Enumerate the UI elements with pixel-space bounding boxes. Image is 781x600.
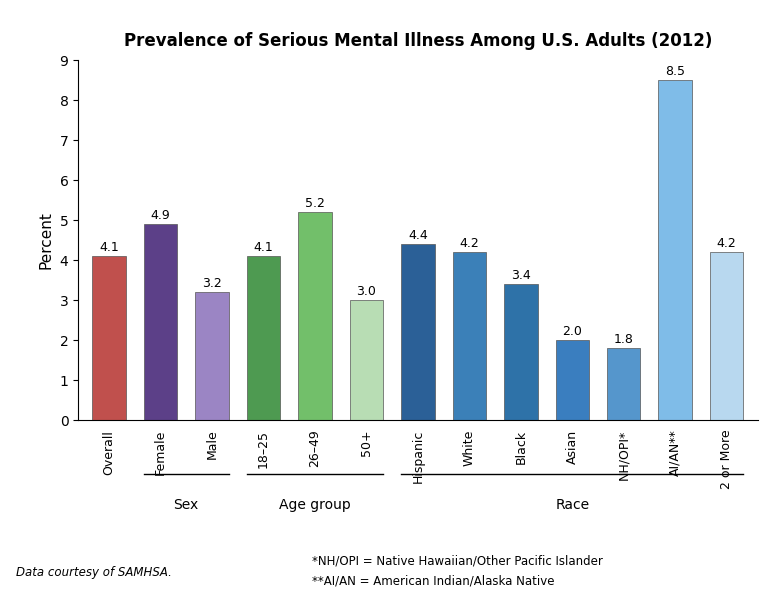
Text: Sex: Sex [173, 498, 199, 512]
Text: 4.1: 4.1 [99, 241, 119, 254]
Text: Age group: Age group [279, 498, 351, 512]
Text: 2.0: 2.0 [562, 325, 582, 338]
Bar [555, 340, 589, 420]
Text: 4.1: 4.1 [254, 241, 273, 254]
Bar [92, 256, 126, 420]
Text: 4.9: 4.9 [151, 209, 170, 221]
Bar [350, 300, 383, 420]
Bar [195, 292, 229, 420]
Text: 4.2: 4.2 [717, 236, 736, 250]
Bar [401, 244, 434, 420]
Bar [658, 80, 692, 420]
Bar [247, 256, 280, 420]
Text: 3.0: 3.0 [356, 284, 376, 298]
Bar [144, 224, 177, 420]
Text: 3.2: 3.2 [202, 277, 222, 290]
Bar [710, 252, 744, 420]
Text: 5.2: 5.2 [305, 197, 325, 209]
Text: 3.4: 3.4 [511, 269, 530, 281]
Text: 8.5: 8.5 [665, 65, 685, 77]
Y-axis label: Percent: Percent [39, 211, 54, 269]
Bar [504, 284, 537, 420]
Text: **AI/AN = American Indian/Alaska Native: **AI/AN = American Indian/Alaska Native [312, 575, 555, 588]
Title: Prevalence of Serious Mental Illness Among U.S. Adults (2012): Prevalence of Serious Mental Illness Amo… [123, 32, 712, 50]
Text: 4.2: 4.2 [459, 236, 480, 250]
Bar [607, 348, 640, 420]
Text: Race: Race [555, 498, 590, 512]
Text: 1.8: 1.8 [614, 332, 633, 346]
Text: 4.4: 4.4 [408, 229, 428, 242]
Bar [298, 212, 332, 420]
Text: Data courtesy of SAMHSA.: Data courtesy of SAMHSA. [16, 566, 172, 579]
Bar [452, 252, 486, 420]
Text: *NH/OPI = Native Hawaiian/Other Pacific Islander: *NH/OPI = Native Hawaiian/Other Pacific … [312, 554, 603, 567]
